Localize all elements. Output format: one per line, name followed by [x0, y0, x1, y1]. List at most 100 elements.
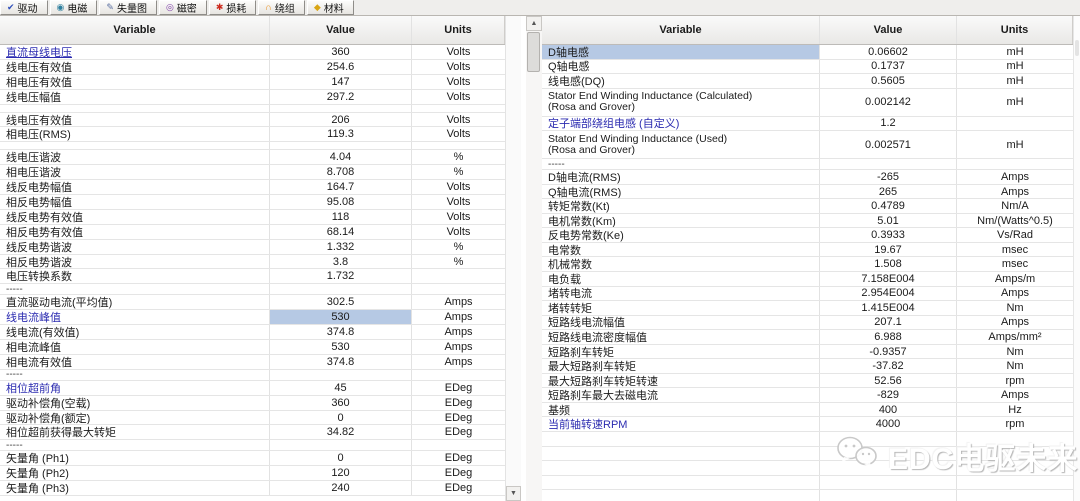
variable-link[interactable]: 线电流峰值 — [6, 312, 61, 325]
table-row[interactable]: 短路刹车转矩 -0.9357 Nm — [542, 344, 1073, 360]
variable-link[interactable]: 直流母线电压 — [6, 46, 72, 59]
table-row[interactable]: 最大短路刹车转矩转速 52.56 rpm — [542, 373, 1073, 389]
table-row[interactable]: 矢量角 (Ph1) 0 EDeg — [0, 451, 505, 467]
value-cell: 0.06602 — [820, 45, 957, 59]
table-row[interactable]: 线反电势谐波 1.332% — [0, 239, 505, 255]
table-row[interactable]: 相电流有效值 374.8 Amps — [0, 354, 505, 370]
column-header-units[interactable]: Units — [957, 16, 1073, 44]
table-row[interactable]: 直流驱动电流(平均值) 302.5 Amps — [0, 295, 505, 311]
table-row[interactable]: 堵转转矩 1.415E004 Nm — [542, 301, 1073, 316]
variable-cell: 堵转电流 — [542, 286, 820, 301]
table-row[interactable]: 相电压有效值 147 Volts — [0, 74, 505, 90]
table-row[interactable]: 相位超前角 45 EDeg — [0, 380, 505, 396]
units-cell: mH — [1006, 60, 1024, 73]
scroll-up-button[interactable]: ▲ — [526, 16, 542, 31]
units-cell: mH — [1006, 45, 1024, 58]
table-row[interactable]: Stator End Winding Inductance (Calculate… — [542, 88, 1073, 117]
table-row[interactable]: 相反电势幅值 95.08 Volts — [0, 195, 505, 210]
table-row[interactable]: D轴电感 0.06602 mH — [542, 45, 1073, 60]
separator-row[interactable]: ----- — [0, 369, 505, 381]
table-row[interactable]: 最大短路刹车转矩 -37.82 Nm — [542, 359, 1073, 374]
units-cell: Volts — [446, 195, 471, 208]
variable-link[interactable]: 定子端部绕组电感 (自定义) — [548, 118, 680, 131]
variable-cell: 线反电势有效值 — [0, 209, 270, 224]
variable-cell — [542, 446, 820, 461]
value-cell — [820, 490, 957, 501]
variable-cell: 短路刹车转矩 — [542, 344, 820, 359]
table-row[interactable]: 线电流(有效值) 374.8 Amps — [0, 325, 505, 341]
variable-link[interactable]: 相位超前角 — [6, 382, 61, 395]
variable-label: 转矩常数(Kt) — [548, 201, 610, 213]
table-row[interactable]: 反电势常数(Ke) 0.3933 Vs/Rad — [542, 228, 1073, 243]
table-row[interactable]: 电负载 7.158E004 Amps/m — [542, 272, 1073, 287]
table-row[interactable]: 转矩常数(Kt) 0.4789 Nm/A — [542, 199, 1073, 214]
table-row[interactable]: 短路刹车最大去磁电流 -829 Amps — [542, 388, 1073, 403]
separator-row[interactable]: ----- — [0, 284, 505, 296]
tab-vector-diagram[interactable]: ✎ 失量图 — [99, 0, 157, 15]
table-row[interactable]: 相电压(RMS) 119.3 Volts — [0, 127, 505, 143]
table-row[interactable]: 线电压有效值 254.6 Volts — [0, 59, 505, 75]
column-header-variable[interactable]: Variable — [542, 16, 820, 44]
table-row[interactable]: 当前轴转速RPM 4000 rpm — [542, 417, 1073, 433]
left-table-scrollbar[interactable]: ▼ — [505, 16, 521, 501]
tab-materials[interactable]: ◆ 材料 — [306, 0, 354, 15]
table-row[interactable]: Q轴电流(RMS) 265 Amps — [542, 184, 1073, 200]
table-row[interactable]: 线电感(DQ) 0.5605 mH — [542, 74, 1073, 89]
drive-icon: ✔ — [7, 2, 15, 12]
variable-label: ----- — [6, 440, 23, 451]
variable-link[interactable]: 当前轴转速RPM — [548, 419, 628, 432]
table-row[interactable]: 线电压有效值 206 Volts — [0, 112, 505, 128]
table-row[interactable]: 直流母线电压 360 Volts — [0, 45, 505, 60]
table-row[interactable]: 线电压谐波 4.04% — [0, 150, 505, 166]
table-row[interactable]: 基频 400 Hz — [542, 402, 1073, 418]
tab-flux-density[interactable]: ◎ 磁密 — [158, 0, 207, 15]
tab-winding[interactable]: ∩ 绕组 — [258, 0, 305, 15]
separator-row[interactable]: ----- — [0, 440, 505, 452]
table-row[interactable]: 相反电势有效值 68.14 Volts — [0, 224, 505, 240]
column-header-units[interactable]: Units — [412, 16, 505, 44]
table-row[interactable]: 驱动补偿角(额定) 0 EDeg — [0, 410, 505, 426]
table-row[interactable]: 矢量角 (Ph2) 120 EDeg — [0, 466, 505, 482]
table-row[interactable]: 线电压幅值 297.2 Volts — [0, 89, 505, 105]
table-row[interactable]: 机械常数 1.508 msec — [542, 257, 1073, 273]
table-row[interactable]: 矢量角 (Ph3) 240 EDeg — [0, 481, 505, 497]
units-cell: mH — [1006, 96, 1024, 109]
tab-losses[interactable]: ✱ 损耗 — [208, 0, 257, 15]
scrollbar-thumb[interactable] — [1075, 40, 1079, 56]
table-row[interactable]: Q轴电感 0.1737 mH — [542, 59, 1073, 75]
variable-label: 矢量角 (Ph3) — [6, 483, 69, 496]
tab-drive[interactable]: ✔ 驱动 — [0, 0, 48, 15]
table-row[interactable]: 电常数 19.67 msec — [542, 242, 1073, 258]
scroll-down-button[interactable]: ▼ — [506, 486, 521, 501]
flux-density-icon: ◎ — [165, 2, 174, 12]
table-row[interactable]: 堵转电流 2.954E004 Amps — [542, 286, 1073, 302]
right-table-scrollbar[interactable]: ▲ — [526, 16, 542, 501]
table-row[interactable]: 电机常数(Km) 5.01 Nm/(Watts^0.5) — [542, 213, 1073, 229]
scrollbar-thumb[interactable] — [527, 32, 540, 72]
value-cell: 68.14 — [270, 224, 412, 239]
table-row[interactable]: 相电流峰值 530 Amps — [0, 340, 505, 355]
separator-row[interactable]: ----- — [542, 159, 1073, 171]
table-row[interactable]: 相位超前获得最大转矩 34.82 EDeg — [0, 425, 505, 441]
table-row[interactable]: Stator End Winding Inductance (Used) (Ros… — [542, 131, 1073, 160]
value-cell: 206 — [270, 112, 412, 127]
column-header-value[interactable]: Value — [270, 16, 412, 44]
tab-electromagnetic[interactable]: ◉ 电磁 — [49, 0, 98, 15]
table-row[interactable]: 线电流峰值 530 Amps — [0, 310, 505, 326]
table-row[interactable]: 相电压谐波 8.708% — [0, 165, 505, 181]
units-cell: EDeg — [444, 396, 473, 409]
column-header-variable[interactable]: Variable — [0, 16, 270, 44]
variable-label: 反电势常数(Ke) — [548, 230, 624, 242]
table-row[interactable]: 短路线电流幅值 207.1 Amps — [542, 315, 1073, 331]
column-header-value[interactable]: Value — [820, 16, 957, 44]
table-row[interactable]: 短路线电流密度幅值 6.988 Amps/mm² — [542, 330, 1073, 345]
right-edge-scrollbar[interactable] — [1073, 16, 1080, 501]
table-row[interactable]: D轴电流(RMS) -265 Amps — [542, 170, 1073, 185]
table-row[interactable]: 电压转换系数 1.732 — [0, 269, 505, 285]
table-row[interactable]: 线反电势幅值 164.7 Volts — [0, 180, 505, 196]
table-row[interactable]: 定子端部绕组电感 (自定义) 1.2 — [542, 116, 1073, 132]
table-row[interactable]: 相反电势谐波 3.8% — [0, 254, 505, 270]
table-row[interactable]: 驱动补偿角(空载) 360 EDeg — [0, 395, 505, 411]
variable-cell: 最大短路刹车转矩转速 — [542, 373, 820, 388]
table-row[interactable]: 线反电势有效值 118 Volts — [0, 209, 505, 225]
